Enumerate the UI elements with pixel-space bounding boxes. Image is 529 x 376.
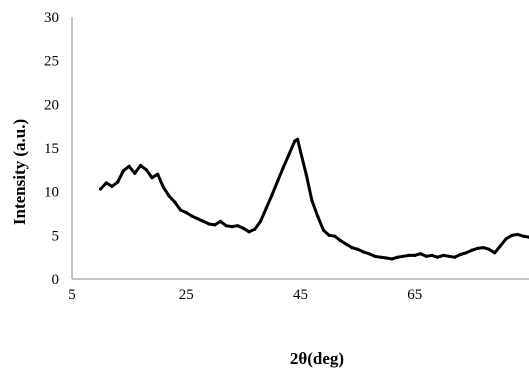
data-point bbox=[270, 193, 274, 197]
y-tick-label: 30 bbox=[44, 10, 59, 26]
data-point bbox=[424, 254, 428, 258]
data-point bbox=[458, 252, 462, 257]
axes bbox=[71, 17, 529, 280]
data-point bbox=[316, 214, 320, 218]
data-point bbox=[430, 253, 434, 257]
data-point bbox=[441, 253, 445, 257]
data-point bbox=[487, 247, 491, 251]
data-point bbox=[321, 228, 325, 232]
data-point bbox=[133, 171, 137, 175]
data-point bbox=[361, 250, 365, 254]
data-point bbox=[236, 224, 240, 228]
data-point bbox=[327, 233, 331, 237]
data-point bbox=[121, 169, 125, 173]
data-point bbox=[367, 252, 371, 256]
y-axis-title: Intensity (a.u.) bbox=[10, 119, 29, 225]
data-point bbox=[510, 233, 514, 237]
data-point bbox=[516, 232, 520, 237]
data-point bbox=[178, 208, 183, 212]
data-point bbox=[127, 164, 131, 168]
data-point bbox=[156, 172, 160, 176]
data-point bbox=[144, 168, 148, 172]
data-point bbox=[161, 185, 165, 189]
data-point bbox=[390, 257, 394, 261]
data-point bbox=[99, 187, 103, 191]
data-series bbox=[99, 137, 529, 261]
x-tick-label: 25 bbox=[179, 287, 194, 303]
data-point bbox=[247, 230, 251, 234]
data-point bbox=[481, 246, 485, 250]
data-point bbox=[218, 219, 223, 223]
data-point bbox=[241, 226, 245, 230]
data-point bbox=[344, 242, 348, 246]
data-point bbox=[173, 200, 177, 204]
data-point bbox=[253, 227, 257, 231]
data-point bbox=[184, 211, 188, 215]
data-point bbox=[447, 254, 451, 258]
data-point bbox=[396, 255, 400, 259]
data-point bbox=[356, 247, 360, 251]
data-point bbox=[373, 254, 377, 258]
data-point bbox=[407, 253, 411, 257]
y-tick-label: 5 bbox=[52, 228, 60, 244]
data-point bbox=[350, 246, 354, 250]
series-0 bbox=[99, 137, 529, 261]
data-point bbox=[476, 246, 480, 250]
data-point bbox=[333, 234, 337, 238]
data-point bbox=[453, 255, 457, 259]
data-point bbox=[276, 179, 280, 183]
x-tick-label: 65 bbox=[407, 287, 422, 303]
data-point bbox=[104, 181, 108, 185]
data-point bbox=[281, 165, 285, 169]
data-point bbox=[436, 255, 440, 259]
data-point bbox=[304, 172, 308, 176]
data-point bbox=[264, 206, 268, 210]
data-point bbox=[418, 252, 423, 256]
data-point bbox=[310, 198, 314, 202]
data-point bbox=[470, 248, 474, 252]
data-point bbox=[504, 237, 508, 241]
data-point bbox=[287, 152, 291, 156]
data-point bbox=[298, 149, 303, 154]
data-point bbox=[110, 184, 114, 188]
data-point bbox=[521, 234, 525, 238]
data-point bbox=[296, 137, 300, 141]
x-tick-label: 5 bbox=[68, 287, 76, 303]
data-point bbox=[493, 251, 497, 255]
data-point bbox=[207, 222, 211, 226]
data-point bbox=[167, 194, 171, 198]
data-point bbox=[116, 180, 120, 184]
data-point bbox=[378, 255, 383, 259]
y-tick-label: 15 bbox=[44, 141, 59, 157]
data-point bbox=[139, 163, 143, 168]
data-point bbox=[498, 244, 502, 248]
data-point bbox=[258, 219, 263, 223]
y-tick-label: 25 bbox=[44, 54, 59, 70]
data-point bbox=[230, 225, 234, 229]
data-point bbox=[338, 239, 343, 243]
data-point bbox=[401, 254, 405, 258]
y-tick-label: 0 bbox=[52, 272, 60, 288]
data-point bbox=[224, 224, 228, 228]
y-tick-label: 10 bbox=[44, 185, 59, 201]
data-point bbox=[196, 217, 200, 221]
data-point bbox=[201, 219, 205, 223]
data-point bbox=[213, 223, 217, 227]
data-point bbox=[190, 214, 194, 218]
y-tick-label: 20 bbox=[44, 97, 59, 113]
data-point bbox=[384, 256, 388, 260]
series-line bbox=[99, 137, 529, 261]
data-point bbox=[150, 176, 154, 180]
data-point bbox=[293, 139, 297, 143]
x-tick-label: 45 bbox=[293, 287, 308, 303]
data-point bbox=[464, 251, 468, 255]
x-axis-title: 2θ(deg) bbox=[290, 349, 344, 368]
data-point bbox=[413, 253, 417, 257]
